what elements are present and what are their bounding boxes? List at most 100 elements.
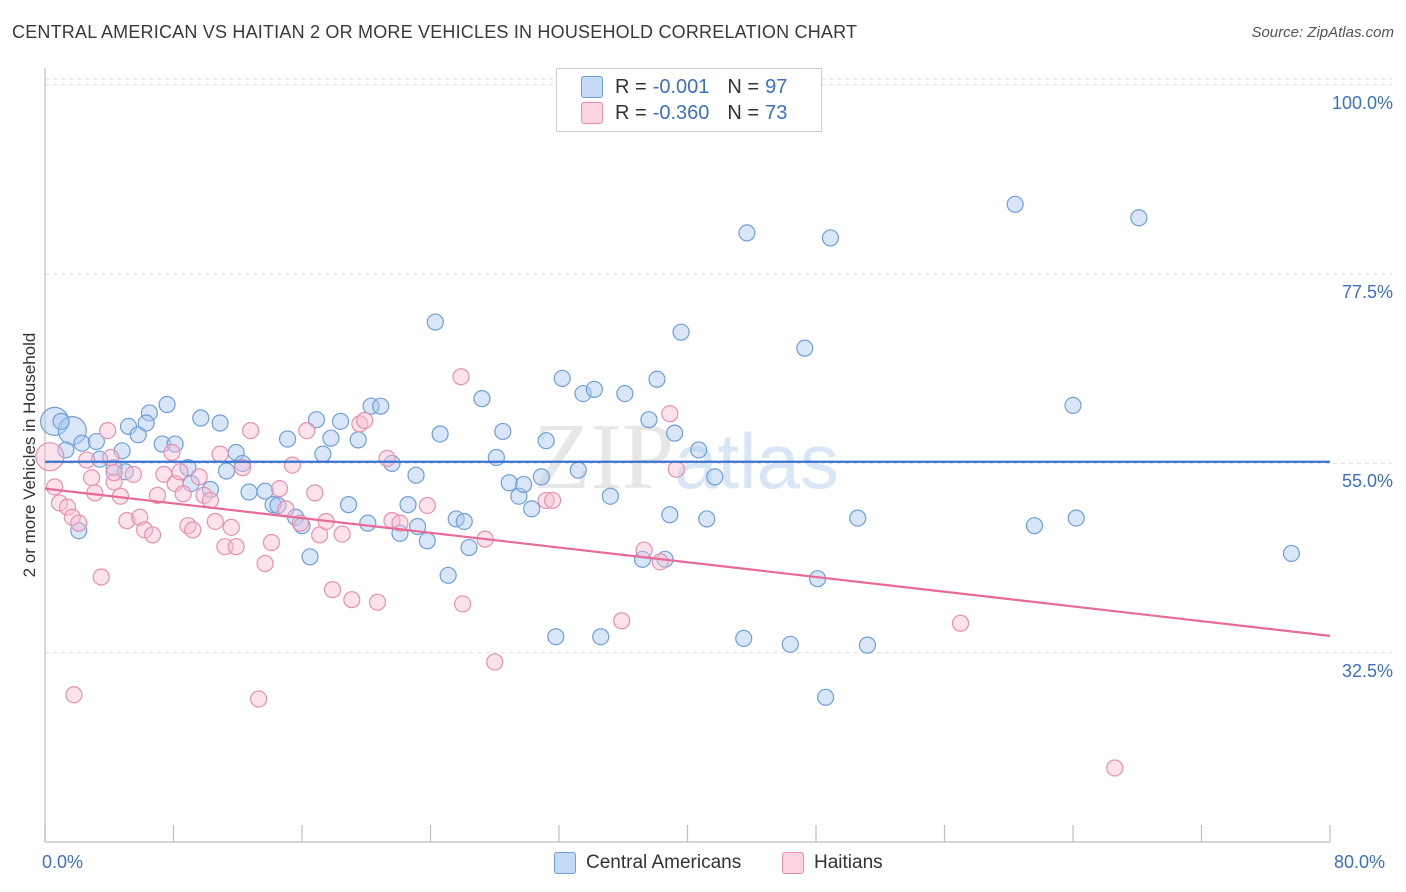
bottom-legend-label: Central Americans [586, 852, 742, 873]
central-american-point [129, 426, 147, 444]
central-american-point [616, 384, 634, 403]
central-american-point [52, 412, 70, 430]
legend-r-label: R = [615, 75, 647, 98]
central-american-point [735, 629, 753, 648]
haitian-point [270, 480, 289, 498]
haitian-point [63, 508, 81, 526]
central-american-point [233, 454, 252, 473]
central-american-point [158, 395, 176, 414]
haitian-point [35, 442, 65, 472]
central-american-point [585, 380, 603, 398]
legend-n-value: 73 [765, 101, 788, 124]
central-american-point [1064, 396, 1082, 414]
central-american-point [349, 431, 367, 449]
central-american-point [523, 500, 541, 518]
central-american-point [672, 323, 690, 341]
central-american-point [331, 412, 350, 430]
bottom-legend-haitians: Haitians [782, 852, 883, 874]
haitian-point [46, 478, 64, 496]
central-american-point [256, 482, 274, 500]
central-american-point [500, 474, 518, 492]
haitian-point [102, 448, 120, 467]
central-american-point [455, 512, 473, 531]
legend-row-central-americans: R = -0.001 N = 97 [581, 74, 787, 100]
central-american-point [264, 496, 282, 514]
central-american-point [211, 414, 229, 432]
haitian-point [163, 443, 181, 462]
central-american-point [307, 411, 326, 429]
central-american-point [640, 411, 658, 429]
legend-r-label: R = [615, 101, 647, 124]
central-american-point [532, 468, 550, 486]
haitian-point [378, 449, 396, 467]
haitian-point [667, 460, 685, 478]
haitian-point [283, 456, 301, 474]
haitian-point [124, 465, 142, 483]
legend-n-label: N = [727, 101, 760, 124]
haitian-point [242, 422, 260, 440]
central-american-point [738, 224, 756, 242]
bottom-legend-swatch-blue [554, 852, 576, 874]
central-american-point [359, 514, 377, 532]
legend-row-haitians: R = -0.360 N = 73 [581, 100, 787, 126]
central-american-point [192, 409, 210, 427]
central-american-point [105, 459, 123, 477]
y-tick-label: 32.5% [1341, 660, 1393, 681]
haitian-point [661, 405, 679, 423]
x-tick-min: 0.0% [42, 852, 84, 872]
haitian-point [951, 614, 970, 632]
haitian-point [148, 486, 167, 504]
y-tick-label: 100.0% [1331, 92, 1393, 113]
central-american-point [796, 339, 814, 357]
chart-title: CENTRAL AMERICAN VS HAITIAN 2 OR MORE VE… [12, 22, 858, 42]
central-american-point [666, 424, 684, 442]
bottom-legend-swatch-pink [782, 852, 804, 874]
central-american-point [314, 445, 332, 463]
central-american-point [322, 429, 340, 447]
watermark: ZIPatlas [533, 405, 839, 509]
central-american-point [706, 468, 724, 486]
central-american-point [137, 414, 155, 432]
central-american-point [690, 441, 708, 459]
bottom-legend-label: Haitians [814, 852, 883, 873]
central-american-point [821, 229, 840, 247]
central-american-point [601, 487, 620, 505]
haitian-point [298, 422, 316, 440]
haitian-point [65, 686, 83, 704]
central-american-point [372, 397, 390, 415]
legend-r-value: -0.360 [652, 101, 710, 124]
legend-swatch-pink [581, 102, 603, 124]
haitian-point [105, 473, 123, 491]
haitian-point [333, 525, 351, 543]
central-american-point [574, 384, 592, 403]
haitian-point [1106, 759, 1124, 777]
haitian-point [50, 494, 69, 512]
central-american-point [592, 628, 610, 646]
central-american-point [362, 397, 380, 415]
central-american-point [473, 390, 491, 408]
central-american-point [339, 496, 358, 514]
central-american-point [418, 532, 436, 550]
haitian-point [452, 368, 470, 386]
haitian-point [306, 484, 324, 502]
haitian-point [454, 595, 472, 613]
haitian-point [78, 451, 96, 469]
haitian-point [613, 612, 631, 630]
central-american-point [426, 313, 444, 331]
haitian-point [174, 485, 192, 503]
central-american-point [407, 466, 425, 484]
haitian-point [92, 568, 110, 586]
central-american-point [73, 434, 91, 452]
central-american-point [383, 454, 401, 473]
central-american-point [661, 506, 679, 524]
haitian-point [222, 518, 240, 536]
central-american-point [87, 432, 106, 451]
central-american-point [817, 688, 835, 706]
central-american-point [217, 462, 236, 480]
haitian-point [277, 500, 295, 518]
haitian-point [343, 591, 361, 609]
y-tick-label: 55.0% [1341, 471, 1393, 492]
central-american-point [140, 404, 159, 422]
haitian-point [131, 508, 149, 526]
